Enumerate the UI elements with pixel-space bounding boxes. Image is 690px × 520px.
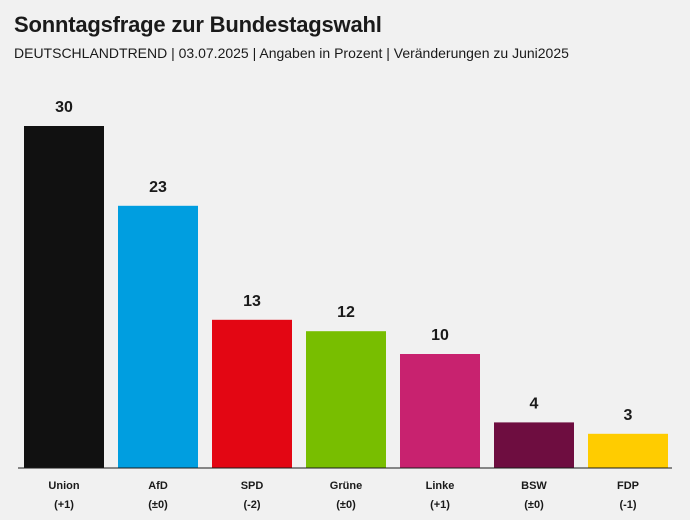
change-label-bsw: (±0) <box>524 499 544 511</box>
bar-bsw <box>494 422 574 468</box>
category-label-union: Union <box>48 480 79 492</box>
change-label-afd: (±0) <box>148 499 168 511</box>
change-label-gr-ne: (±0) <box>336 499 356 511</box>
value-label-union: 30 <box>55 99 73 116</box>
bar-afd <box>118 205 198 469</box>
bar-union <box>24 126 104 468</box>
category-label-spd: SPD <box>241 480 264 492</box>
category-label-bsw: BSW <box>521 480 547 492</box>
change-label-fdp: (-1) <box>619 499 636 511</box>
change-label-union: (+1) <box>54 499 74 511</box>
category-label-fdp: FDP <box>617 480 639 492</box>
page-subtitle: DEUTSCHLANDTREND | 03.07.2025 | Angaben … <box>14 45 569 61</box>
bar-spd <box>212 319 292 468</box>
value-label-afd: 23 <box>149 179 167 196</box>
page-title: Sonntagsfrage zur Bundestagswahl <box>14 12 382 37</box>
value-label-linke: 10 <box>431 327 449 344</box>
value-label-fdp: 3 <box>624 407 633 424</box>
bar-fdp <box>588 433 668 468</box>
value-label-gr-ne: 12 <box>337 304 355 321</box>
category-label-afd: AfD <box>148 480 168 492</box>
bar-linke <box>400 354 480 468</box>
value-label-spd: 13 <box>243 293 261 310</box>
change-label-linke: (+1) <box>430 499 450 511</box>
category-label-linke: Linke <box>426 480 455 492</box>
change-label-spd: (-2) <box>243 499 260 511</box>
value-label-bsw: 4 <box>530 395 539 412</box>
category-label-gr-ne: Grüne <box>330 480 362 492</box>
bar-gr-ne <box>306 331 386 468</box>
